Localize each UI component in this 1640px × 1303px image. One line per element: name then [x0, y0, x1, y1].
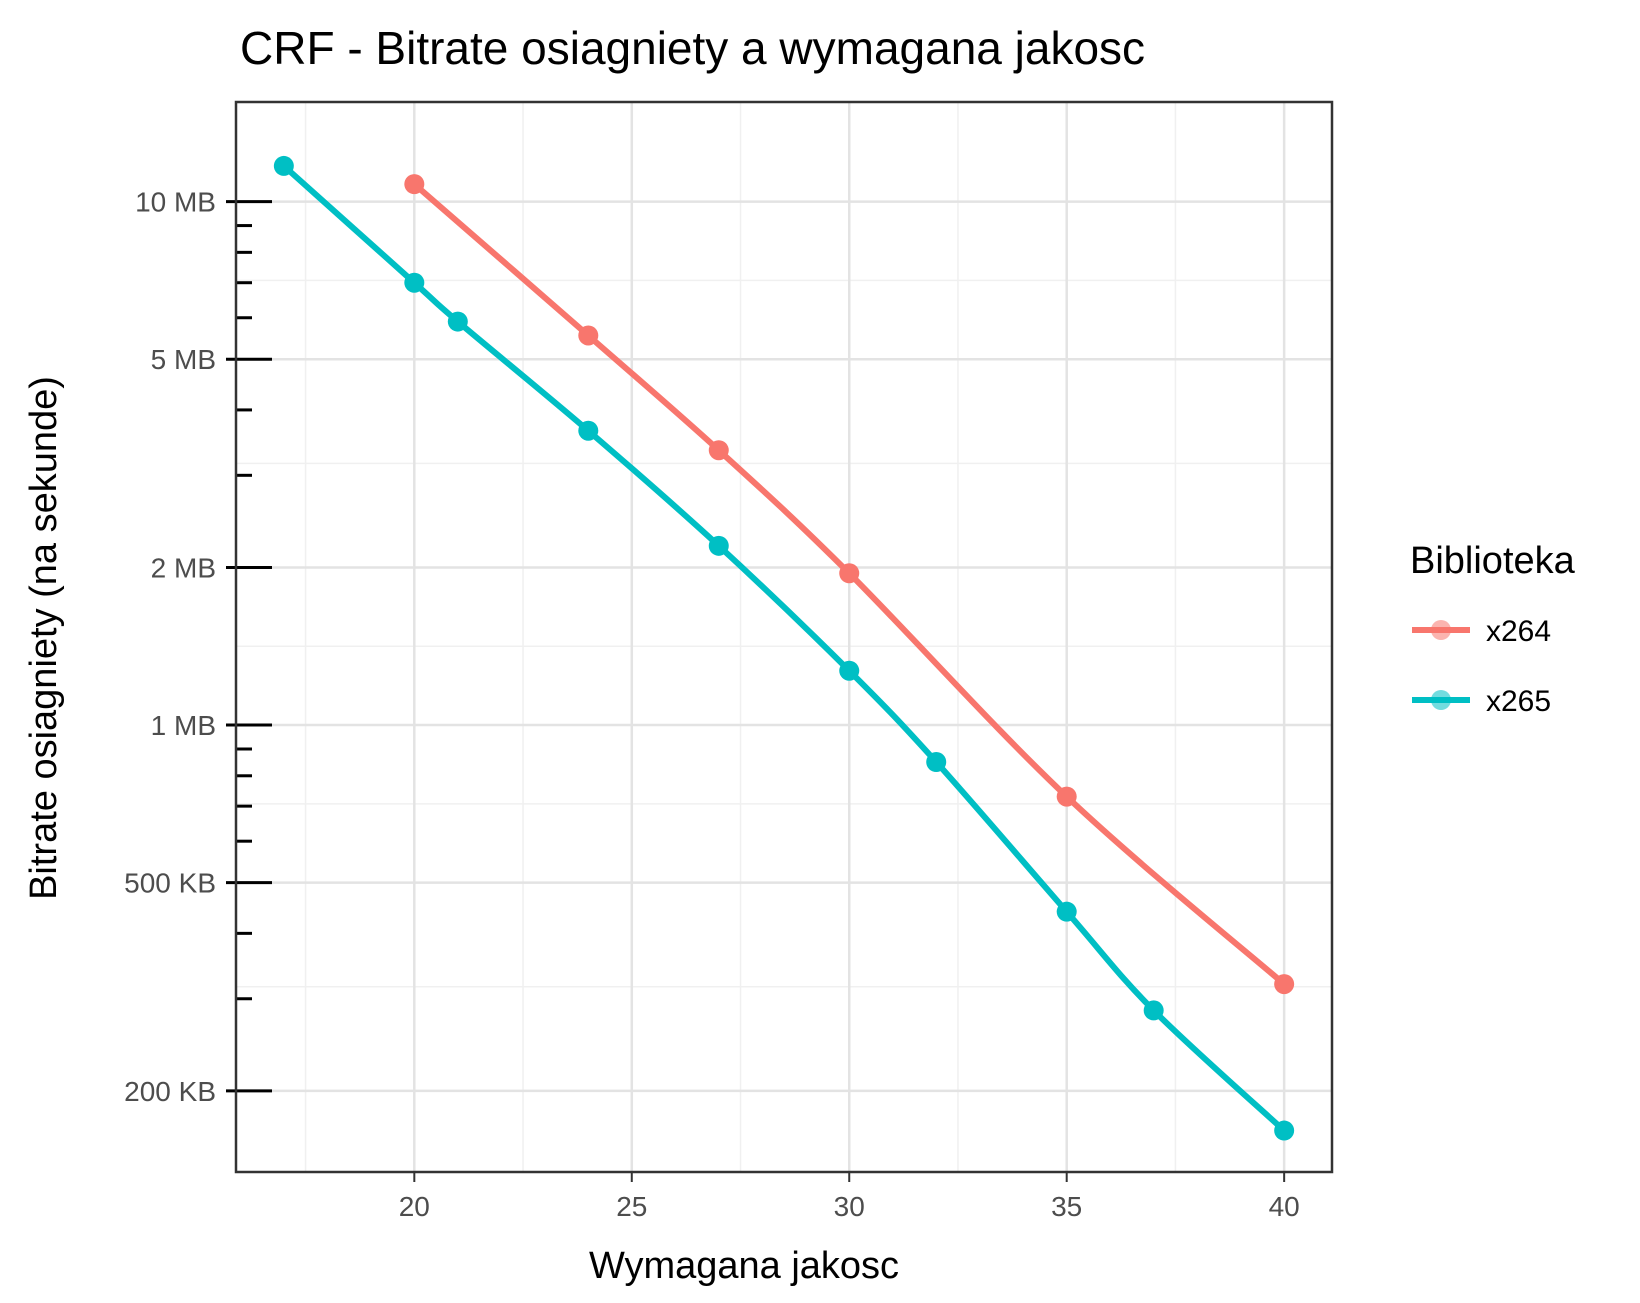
data-point-x265 [447, 311, 468, 332]
plot-panel [236, 102, 1332, 1172]
series-layer [273, 155, 1295, 1141]
legend-key-point [1431, 690, 1451, 710]
y-tick-label: 2 MB [151, 552, 216, 583]
series-line-x265 [280, 162, 1288, 1134]
legend: Biblioteka x264 x265 [1410, 540, 1576, 718]
legend-title: Biblioteka [1410, 540, 1576, 582]
series-line-x264 [411, 181, 1288, 988]
data-point-x265 [926, 752, 947, 773]
x-tick-label: 40 [1269, 1191, 1300, 1222]
x-tick-label: 20 [399, 1191, 430, 1222]
plot-border [234, 100, 1334, 1174]
y-axis-title: Bitrate osiagniety (na sekunde) [23, 376, 65, 900]
data-point-x265 [1274, 1120, 1295, 1141]
data-point-x265 [273, 155, 294, 176]
data-point-x265 [839, 660, 860, 681]
legend-label: x265 [1486, 685, 1551, 718]
y-tick-label: 10 MB [135, 187, 216, 218]
y-tick-label: 200 KB [124, 1076, 216, 1107]
x-tick-label: 25 [616, 1191, 647, 1222]
data-point-x264 [1056, 786, 1077, 807]
data-point-x264 [578, 325, 599, 346]
legend-item-x265: x265 [1412, 685, 1551, 718]
x-axis: 20 25 30 35 40 [399, 1172, 1300, 1222]
x-tick-label: 35 [1051, 1191, 1082, 1222]
legend-key-point [1431, 620, 1451, 640]
y-tick-label: 1 MB [151, 710, 216, 741]
series-x265 [273, 155, 1295, 1141]
data-point-x265 [578, 420, 599, 441]
x-tick-label: 30 [834, 1191, 865, 1222]
data-point-x265 [1143, 1000, 1164, 1021]
x-axis-title: Wymagana jakosc [589, 1245, 899, 1287]
y-axis: 200 KB 500 KB 1 MB 2 MB 5 MB 10 MB [124, 187, 272, 1107]
series-x264 [404, 174, 1295, 995]
y-tick-label: 5 MB [151, 344, 216, 375]
legend-label: x264 [1486, 615, 1551, 648]
y-tick-label: 500 KB [124, 868, 216, 899]
legend-item-x264: x264 [1412, 615, 1551, 648]
data-point-x265 [404, 272, 425, 293]
data-point-x265 [1056, 901, 1077, 922]
chart-title: CRF - Bitrate osiagniety a wymagana jako… [240, 22, 1145, 74]
data-point-x264 [1274, 974, 1295, 995]
data-point-x265 [708, 535, 729, 556]
data-point-x264 [404, 174, 425, 195]
data-point-x264 [839, 563, 860, 584]
plot-background [236, 102, 1332, 1172]
data-point-x264 [708, 440, 729, 461]
